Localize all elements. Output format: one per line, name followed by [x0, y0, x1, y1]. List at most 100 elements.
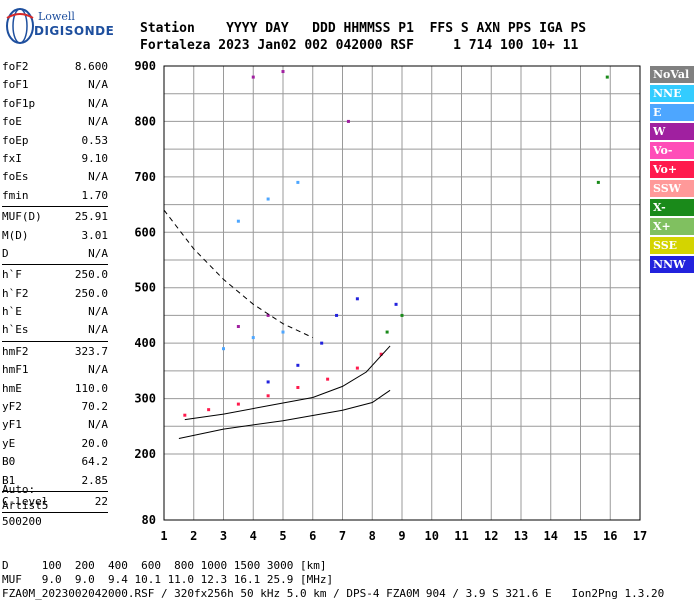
param-value: N/A: [88, 115, 108, 129]
param-separator: [2, 512, 108, 514]
param-value: 110.0: [74, 381, 108, 395]
footer-file-info: FZA0M_2023002042000.RSF / 320fx256h 50 k…: [2, 587, 665, 600]
data-point: [266, 197, 270, 201]
param-row: fxI 9.10: [2, 150, 108, 168]
param-key: M(D): [2, 228, 29, 242]
param-row: yF1 N/A: [2, 416, 108, 434]
header-row1: Station YYYY DAY DDD HHMMSS P1 FFS S AXN…: [140, 21, 587, 36]
parameter-panel: foF2 8.600 foF1 N/A foF1p N/A foE N/A foEp 0.53 fx…: [2, 58, 108, 514]
param-value: 64.2: [81, 455, 109, 469]
param-value: 250.0: [74, 268, 108, 282]
legend-item: X+: [650, 218, 694, 235]
param-row: h`Es N/A: [2, 321, 108, 339]
param-key: foE: [2, 115, 22, 129]
data-point: [236, 219, 240, 223]
data-point: [355, 297, 359, 301]
x-tick-label: 14: [544, 529, 558, 543]
legend-item: X-: [650, 199, 694, 216]
legend-item: Vo-: [650, 142, 694, 159]
data-point: [266, 394, 270, 398]
polarization-legend: NoVal NNE E W Vo- Vo+ SSW X- X+ SSE NNW: [650, 66, 694, 275]
data-point: [183, 413, 187, 417]
data-point: [320, 341, 324, 345]
param-value: N/A: [88, 305, 108, 319]
param-key: C-level: [2, 494, 49, 508]
y-tick-label: 600: [134, 225, 156, 239]
data-point: [296, 385, 300, 389]
param-key: yF1: [2, 418, 22, 432]
x-tick-label: 1: [160, 529, 167, 543]
data-point: [596, 180, 600, 184]
param-value: 70.2: [81, 400, 109, 414]
legend-item: E: [650, 104, 694, 121]
param-key: B0: [2, 455, 16, 469]
param-key: hmE: [2, 381, 22, 395]
param-separator: [2, 490, 108, 492]
param-key: fmin: [2, 188, 29, 202]
y-tick-label: 200: [134, 447, 156, 461]
data-point: [379, 352, 383, 356]
param-value: 250.0: [74, 286, 108, 300]
param-row: B1 2.85: [2, 472, 108, 490]
param-key: yF2: [2, 400, 22, 414]
param-key: foF2: [2, 60, 29, 73]
y-tick-label: 400: [134, 336, 156, 350]
legend-item: NNE: [650, 85, 694, 102]
legend-item: NNW: [650, 256, 694, 273]
legend-item: W: [650, 123, 694, 140]
param-key: h`F: [2, 268, 22, 282]
header-row2: Fortaleza 2023 Jan02 002 042000 RSF 1 71…: [140, 38, 579, 53]
param-key: fxI: [2, 151, 22, 165]
param-key: h`E: [2, 305, 22, 319]
param-key: h`Es: [2, 323, 29, 337]
data-point: [394, 302, 398, 306]
param-row: foF2 8.600: [2, 58, 108, 76]
param-value: 22: [94, 494, 108, 508]
y-tick-label: 300: [134, 392, 156, 406]
param-row: hmF1 N/A: [2, 361, 108, 379]
curve-ordinary-trace: [178, 389, 391, 439]
logo-line1: Lowell: [38, 10, 75, 23]
param-key: foF1p: [2, 96, 36, 110]
param-value: 25.91: [74, 210, 108, 224]
param-row: h`F2 250.0: [2, 285, 108, 303]
x-tick-label: 4: [250, 529, 257, 543]
legend-item: Vo+: [650, 161, 694, 178]
param-row: yF2 70.2: [2, 398, 108, 416]
param-row: MUF(D) 25.91: [2, 208, 108, 226]
param-row: foEs N/A: [2, 168, 108, 186]
data-point: [346, 119, 350, 123]
param-row: hmF2 323.7: [2, 343, 108, 361]
x-tick-label: 12: [484, 529, 498, 543]
param-key: B1: [2, 473, 16, 487]
digisonde-logo: Lowell DIGISONDE: [4, 6, 114, 50]
auto-line3: 500200: [2, 515, 42, 528]
data-point: [251, 75, 255, 79]
param-row: foF1p N/A: [2, 95, 108, 113]
param-row: yE 20.0: [2, 435, 108, 453]
data-point: [281, 330, 285, 334]
x-tick-label: 17: [633, 529, 647, 543]
param-separator: [2, 264, 108, 266]
data-point: [335, 313, 339, 317]
x-tick-label: 16: [603, 529, 617, 543]
x-tick-label: 3: [220, 529, 227, 543]
x-tick-label: 7: [339, 529, 346, 543]
curve-dashed: [163, 209, 314, 339]
param-key: foEp: [2, 133, 29, 147]
data-point: [236, 325, 240, 329]
data-point: [605, 75, 609, 79]
param-value: N/A: [88, 363, 108, 377]
param-row: fmin 1.70: [2, 187, 108, 205]
param-value: N/A: [88, 418, 108, 432]
data-point: [296, 180, 300, 184]
data-point: [266, 380, 270, 384]
auto-info: Auto: Artist5 500200: [2, 482, 48, 530]
data-point: [281, 70, 285, 74]
data-point: [355, 366, 359, 370]
x-tick-label: 9: [398, 529, 405, 543]
param-row: D N/A: [2, 245, 108, 263]
auto-line1: Auto:: [2, 483, 36, 496]
param-value: N/A: [88, 78, 108, 92]
